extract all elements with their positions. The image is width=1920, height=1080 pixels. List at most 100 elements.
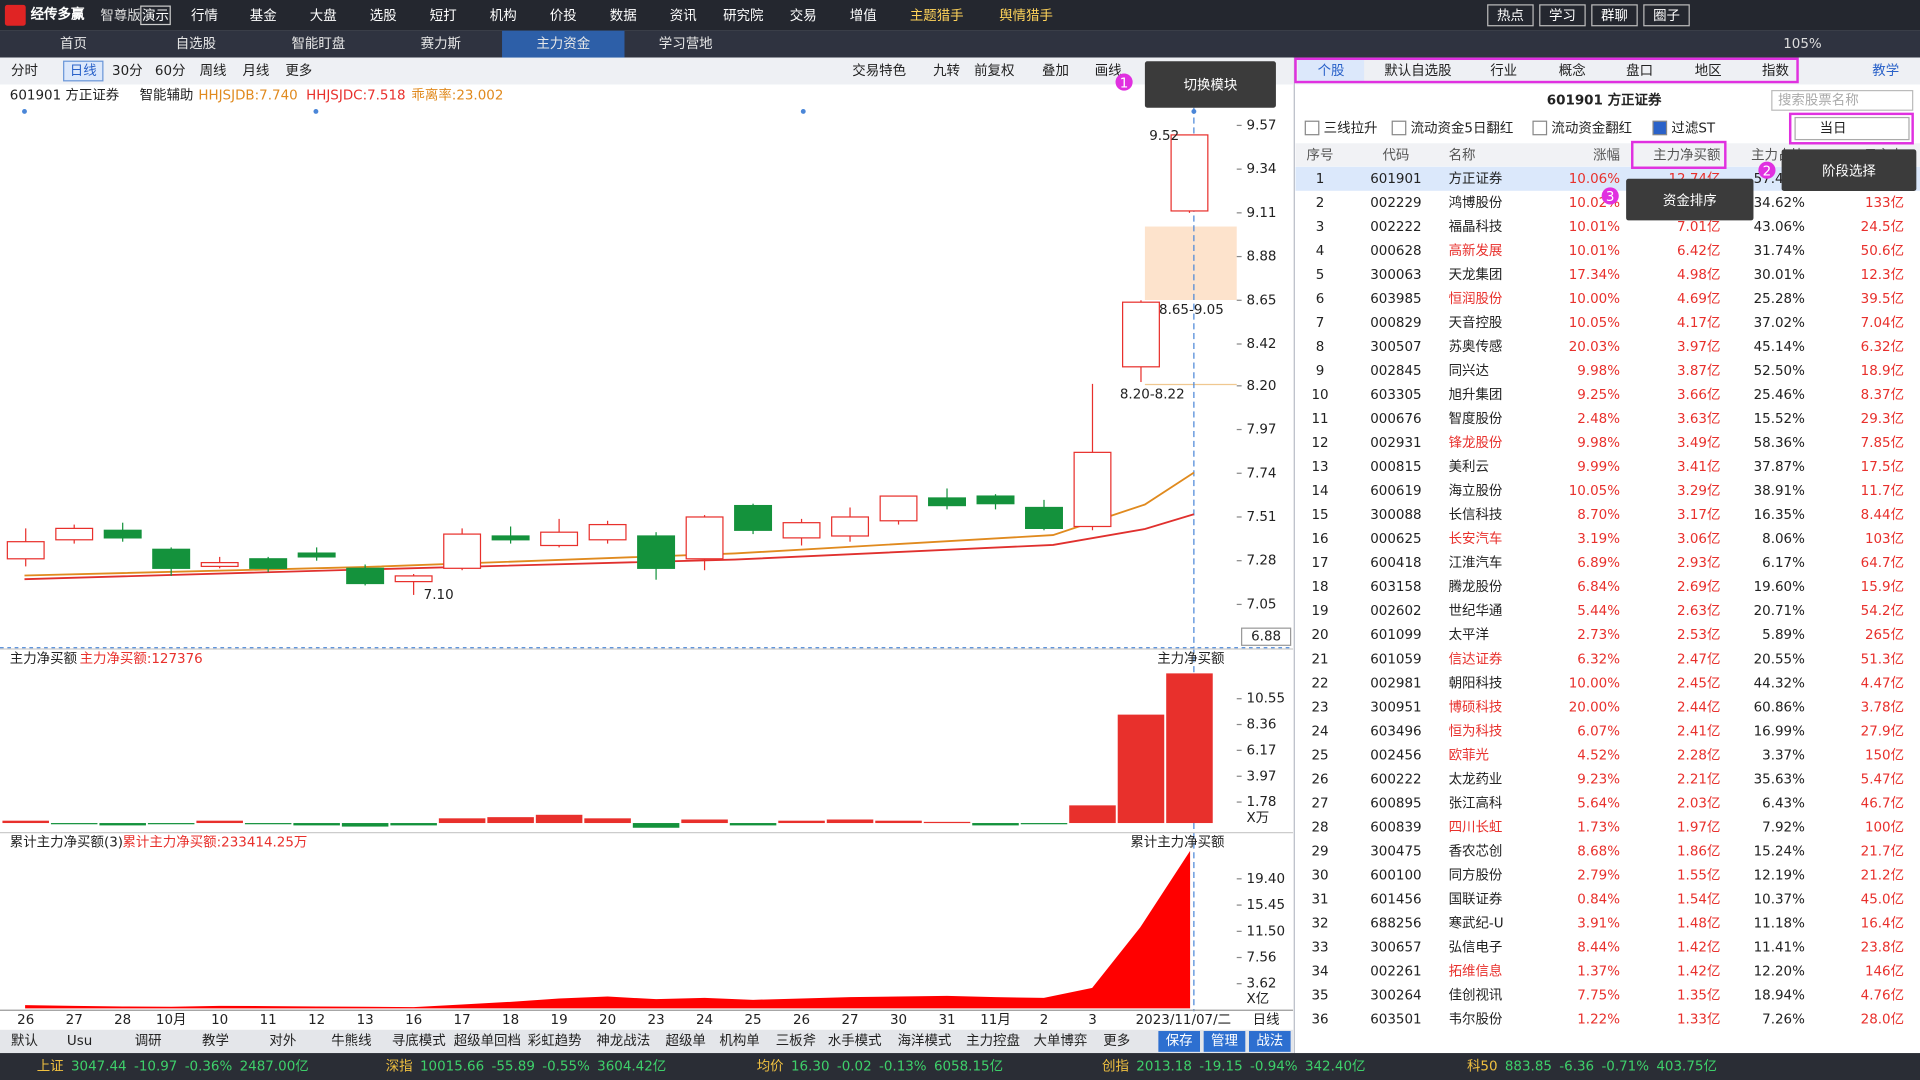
table-cell[interactable]: 601099 bbox=[1370, 628, 1421, 643]
table-header-cell[interactable]: 主力净买额 bbox=[1653, 148, 1721, 164]
table-cell[interactable]: 600418 bbox=[1370, 556, 1421, 571]
table-cell[interactable]: 601901 bbox=[1370, 172, 1421, 187]
table-cell[interactable]: 603985 bbox=[1370, 292, 1421, 307]
table-cell[interactable]: 30 bbox=[1311, 868, 1328, 883]
table-cell[interactable]: 20.03% bbox=[1569, 340, 1621, 355]
table-cell[interactable]: 四川长虹 bbox=[1449, 819, 1503, 835]
strategy[interactable]: 神龙战法 bbox=[596, 1033, 650, 1049]
panel-tab[interactable]: 行业 bbox=[1490, 63, 1517, 79]
table-cell[interactable]: 1.22% bbox=[1577, 1013, 1620, 1028]
table-cell[interactable]: 鸿博股份 bbox=[1449, 194, 1503, 211]
table-cell[interactable]: 21.2亿 bbox=[1861, 867, 1904, 883]
table-cell[interactable]: 002222 bbox=[1370, 220, 1421, 235]
strategy[interactable]: 默认 bbox=[11, 1033, 38, 1049]
table-cell[interactable]: 4.47亿 bbox=[1861, 675, 1904, 691]
table-cell[interactable]: 韦尔股份 bbox=[1449, 1012, 1503, 1028]
tool[interactable]: 前复权 bbox=[974, 62, 1015, 79]
table-cell[interactable]: 16.4亿 bbox=[1861, 916, 1904, 932]
table-cell[interactable]: 2.63亿 bbox=[1677, 603, 1720, 619]
table-header-cell[interactable]: 名称 bbox=[1449, 148, 1476, 164]
table-cell[interactable]: 10.00% bbox=[1569, 292, 1621, 307]
table-cell[interactable]: 1.35亿 bbox=[1677, 988, 1720, 1004]
table-cell[interactable]: 27 bbox=[1311, 796, 1328, 811]
table-cell[interactable]: 19 bbox=[1311, 604, 1328, 619]
table-cell[interactable]: 300264 bbox=[1370, 989, 1421, 1004]
table-cell[interactable]: 44.32% bbox=[1754, 676, 1806, 691]
table-cell[interactable]: 同兴达 bbox=[1449, 363, 1489, 379]
table-cell[interactable]: 1.42亿 bbox=[1677, 964, 1720, 980]
table-cell[interactable]: 39.5亿 bbox=[1861, 291, 1904, 307]
table-cell[interactable]: 长安汽车 bbox=[1449, 530, 1503, 547]
table-cell[interactable]: 福晶科技 bbox=[1449, 219, 1503, 235]
table-cell[interactable]: 002931 bbox=[1370, 436, 1421, 451]
table-cell[interactable]: 6.42亿 bbox=[1677, 243, 1720, 259]
table-cell[interactable]: 300475 bbox=[1370, 844, 1421, 859]
table-cell[interactable]: 27.9亿 bbox=[1861, 723, 1904, 739]
table-cell[interactable]: 寒武纪-U bbox=[1449, 915, 1504, 932]
table-cell[interactable]: 恒为科技 bbox=[1449, 723, 1503, 739]
table-cell[interactable]: 6.84% bbox=[1577, 580, 1620, 595]
strategy[interactable]: 超级单 bbox=[666, 1033, 706, 1049]
table-cell[interactable]: 603305 bbox=[1370, 388, 1421, 403]
table-cell[interactable]: 3.06亿 bbox=[1677, 531, 1720, 547]
table-cell[interactable]: 6.32亿 bbox=[1861, 339, 1904, 355]
period[interactable]: 60分 bbox=[155, 63, 186, 79]
menu-item[interactable]: 增值 bbox=[850, 8, 877, 24]
strategy[interactable]: 超级单回档 bbox=[454, 1033, 521, 1049]
checkbox[interactable] bbox=[1532, 120, 1548, 136]
table-cell[interactable]: 6.07% bbox=[1577, 724, 1620, 739]
table-cell[interactable]: 恒润股份 bbox=[1449, 291, 1503, 307]
table-cell[interactable]: 江淮汽车 bbox=[1449, 554, 1503, 571]
table-cell[interactable]: 002229 bbox=[1370, 196, 1421, 211]
table-cell[interactable]: 300951 bbox=[1370, 700, 1421, 715]
table-cell[interactable]: 6 bbox=[1316, 292, 1325, 307]
strategy[interactable]: 更多 bbox=[1103, 1032, 1130, 1049]
table-cell[interactable]: 3.41亿 bbox=[1677, 459, 1720, 475]
table-cell[interactable]: 10 bbox=[1311, 388, 1328, 403]
menu-item[interactable]: 短打 bbox=[430, 7, 457, 24]
tab[interactable]: 自选股 bbox=[176, 36, 216, 52]
tool[interactable]: 画线 bbox=[1095, 63, 1122, 79]
table-cell[interactable]: 3.17亿 bbox=[1677, 507, 1720, 523]
table-cell[interactable]: 31.74% bbox=[1754, 244, 1806, 259]
table-cell[interactable]: 8.44亿 bbox=[1861, 507, 1904, 523]
table-cell[interactable]: 3.87亿 bbox=[1677, 363, 1720, 379]
strategy[interactable]: 三板斧 bbox=[776, 1033, 816, 1049]
table-cell[interactable]: 24.5亿 bbox=[1861, 219, 1904, 235]
table-cell[interactable]: 32 bbox=[1311, 917, 1328, 932]
table-cell[interactable]: 5.44% bbox=[1577, 604, 1620, 619]
table-cell[interactable]: 1.55亿 bbox=[1677, 867, 1720, 883]
table-cell[interactable]: 信达证券 bbox=[1449, 651, 1503, 667]
table-cell[interactable]: 603496 bbox=[1370, 724, 1421, 739]
table-cell[interactable]: 35 bbox=[1311, 989, 1328, 1004]
tool[interactable]: 九转 bbox=[933, 63, 960, 79]
table-cell[interactable]: 000628 bbox=[1370, 244, 1421, 259]
table-cell[interactable]: 21.7亿 bbox=[1861, 843, 1904, 859]
table-cell[interactable]: 1.33亿 bbox=[1677, 1012, 1720, 1028]
table-cell[interactable]: 8.37亿 bbox=[1861, 387, 1904, 403]
table-cell[interactable]: 5.89% bbox=[1762, 628, 1805, 643]
table-cell[interactable]: 150亿 bbox=[1865, 747, 1904, 763]
table-cell[interactable]: 12.20% bbox=[1754, 965, 1806, 980]
table-cell[interactable]: 600222 bbox=[1370, 772, 1421, 787]
table-cell[interactable]: 3 bbox=[1316, 220, 1325, 235]
table-cell[interactable]: 8.06% bbox=[1762, 532, 1805, 547]
table-cell[interactable]: 10.00% bbox=[1569, 676, 1621, 691]
table-cell[interactable]: 12.3亿 bbox=[1861, 267, 1904, 283]
table-cell[interactable]: 16 bbox=[1311, 532, 1328, 547]
table-cell[interactable]: 6.17% bbox=[1762, 556, 1805, 571]
table-cell[interactable]: 28 bbox=[1311, 820, 1328, 835]
table-cell[interactable]: 2.79% bbox=[1577, 868, 1620, 883]
table-cell[interactable]: 50.6亿 bbox=[1861, 243, 1904, 259]
table-cell[interactable]: 5.64% bbox=[1577, 796, 1620, 811]
table-cell[interactable]: 25 bbox=[1311, 748, 1328, 763]
table-cell[interactable]: 5 bbox=[1316, 268, 1325, 283]
table-cell[interactable]: 2.47亿 bbox=[1677, 651, 1720, 667]
period[interactable]: 周线 bbox=[200, 63, 227, 79]
table-cell[interactable]: 601456 bbox=[1370, 893, 1421, 908]
table-cell[interactable]: 17 bbox=[1311, 556, 1328, 571]
table-cell[interactable]: 15.52% bbox=[1754, 412, 1806, 427]
table-cell[interactable]: 38.91% bbox=[1754, 484, 1806, 499]
table-cell[interactable]: 7.75% bbox=[1577, 989, 1620, 1004]
tab[interactable]: 智能盯盘 bbox=[291, 35, 345, 52]
